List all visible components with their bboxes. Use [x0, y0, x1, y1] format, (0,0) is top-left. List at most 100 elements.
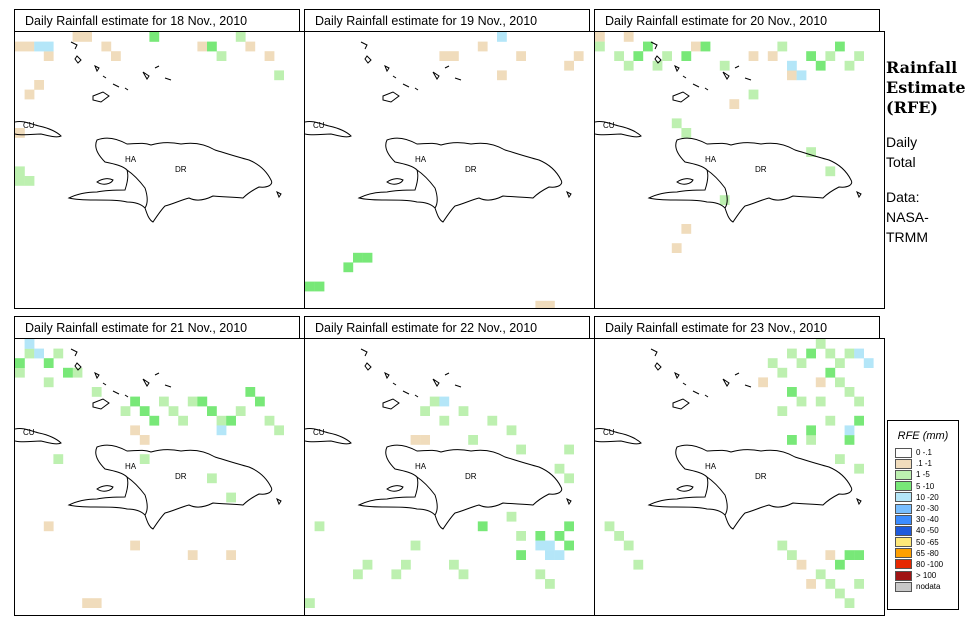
- rainfall-cell: [662, 51, 672, 61]
- rainfall-cell: [506, 511, 517, 522]
- rainfall-map: CU HA DR: [304, 31, 595, 309]
- bahamas-island-coastline: [92, 91, 110, 103]
- rainfall-cell: [15, 41, 35, 52]
- legend-label: > 100: [916, 571, 937, 581]
- bahamas-island-coastline: [94, 371, 100, 380]
- legend-swatch: [895, 503, 912, 514]
- legend-swatch: [895, 581, 912, 592]
- rainfall-cell: [777, 540, 788, 551]
- bahamas-island-coastline: [102, 382, 107, 386]
- bahamas-island-coastline: [102, 75, 107, 79]
- rainfall-cell: [835, 377, 845, 388]
- product-title-line-3: (RFE): [886, 98, 938, 117]
- product-title-line-2: Estimate: [886, 78, 966, 97]
- rainfall-cell: [815, 377, 826, 388]
- rainfall-cell: [564, 60, 574, 71]
- product-description: Rainfall Estimate (RFE) Daily Total Data…: [886, 58, 968, 247]
- legend-label: nodata: [916, 582, 941, 592]
- legend-item: 50 -65: [895, 537, 958, 548]
- bahamas-island-coastline: [722, 71, 730, 80]
- rainfall-cell: [854, 579, 864, 589]
- period-line-1: Daily: [886, 134, 918, 150]
- rfe-panel-21-nov: Daily Rainfall estimate for 21 Nov., 201…: [14, 316, 305, 616]
- rainfall-cell: [863, 358, 874, 368]
- rainfall-cell: [34, 80, 44, 90]
- rainfall-cell: [844, 598, 855, 608]
- legend-label: 30 -40: [916, 515, 939, 525]
- bahamas-island-coastline: [672, 91, 690, 103]
- legend-label: 40 -50: [916, 526, 939, 536]
- rfe-panel-20-nov: Daily Rainfall estimate for 20 Nov., 201…: [594, 9, 885, 309]
- rainfall-cell: [15, 176, 25, 186]
- haiti-dr-border: [706, 169, 728, 209]
- rainfall-cell: [777, 406, 788, 416]
- rainfall-cell: [835, 358, 845, 368]
- rainfall-cell: [796, 396, 807, 407]
- rainfall-cell: [844, 60, 855, 71]
- rainfall-cell: [535, 300, 546, 308]
- rainfall-map: CU HA DR: [14, 338, 305, 616]
- rainfall-cell: [748, 51, 759, 61]
- bahamas-island-coastline: [164, 77, 172, 81]
- haiti-dr-border: [706, 476, 728, 516]
- gonave-island-coastline: [676, 178, 694, 185]
- rainfall-cell: [748, 89, 759, 100]
- rainfall-cell: [362, 252, 373, 263]
- hispaniola-coastline: [67, 137, 273, 223]
- rfe-panel-23-nov: Daily Rainfall estimate for 23 Nov., 201…: [594, 316, 885, 616]
- rainfall-cell: [420, 435, 430, 445]
- rainfall-cell: [844, 425, 855, 436]
- panel-title: Daily Rainfall estimate for 21 Nov., 201…: [14, 316, 300, 340]
- legend-item: 40 -50: [895, 525, 958, 536]
- rainfall-cell: [274, 70, 284, 81]
- bahamas-island-coastline: [112, 390, 120, 395]
- rainfall-cell: [410, 435, 421, 445]
- hispaniola-coastline: [357, 137, 563, 223]
- cuba-coastline: [305, 428, 352, 445]
- bahamas-island-coastline: [360, 348, 372, 371]
- legend-label: 80 -100: [916, 559, 944, 569]
- bahamas-island-coastline: [744, 384, 752, 388]
- rainfall-cell: [24, 89, 35, 100]
- rainfall-cell: [264, 51, 275, 61]
- legend-item: 80 -100: [895, 559, 958, 570]
- rainfall-grid: [305, 32, 584, 308]
- cuba-coastline: [15, 428, 62, 445]
- legend-item: 30 -40: [895, 514, 958, 525]
- rainfall-cell: [545, 540, 555, 551]
- rainfall-cell: [34, 348, 44, 359]
- rainfall-cell: [554, 531, 565, 541]
- bahamas-island-coastline: [432, 378, 440, 387]
- rainfall-cell: [787, 387, 797, 397]
- rainfall-cell: [24, 176, 35, 186]
- bahamas-island-coastline: [94, 64, 100, 73]
- coastlines: [15, 348, 282, 530]
- bahamas-island-coastline: [154, 372, 160, 376]
- rainfall-cell: [825, 348, 836, 359]
- bahamas-island-coastline: [384, 64, 390, 73]
- rainfall-cell: [401, 559, 411, 570]
- bahamas-island-coastline: [392, 75, 397, 79]
- product-title-line-1: Rainfall: [886, 58, 958, 77]
- label-dominican-republic: DR: [465, 472, 477, 481]
- rainfall-cell: [825, 550, 836, 560]
- rainfall-cell: [815, 396, 826, 407]
- bahamas-island-coastline: [692, 83, 700, 88]
- rainfall-cell: [82, 598, 92, 608]
- rainfall-cell: [207, 406, 217, 416]
- rainfall-cell: [796, 70, 807, 81]
- rainfall-cell: [844, 348, 855, 359]
- hispaniola-coastline: [647, 137, 853, 223]
- rfe-legend: RFE (mm) 0 -.1.1 -1 1 -5 5 -10 10 -20 20 -30…: [887, 420, 959, 610]
- rainfall-cell: [63, 367, 73, 378]
- rainfall-cell: [545, 300, 555, 308]
- rainfall-cell: [235, 406, 246, 416]
- rainfall-cell: [439, 396, 450, 407]
- rainfall-cell: [787, 348, 797, 359]
- rainfall-cell: [178, 415, 188, 426]
- legend-title: RFE (mm): [897, 430, 949, 442]
- rainfall-cell: [681, 224, 692, 234]
- bahamas-island-coastline: [112, 83, 120, 88]
- bahamas-island-coastline: [154, 65, 160, 69]
- rainfall-cell: [216, 415, 227, 426]
